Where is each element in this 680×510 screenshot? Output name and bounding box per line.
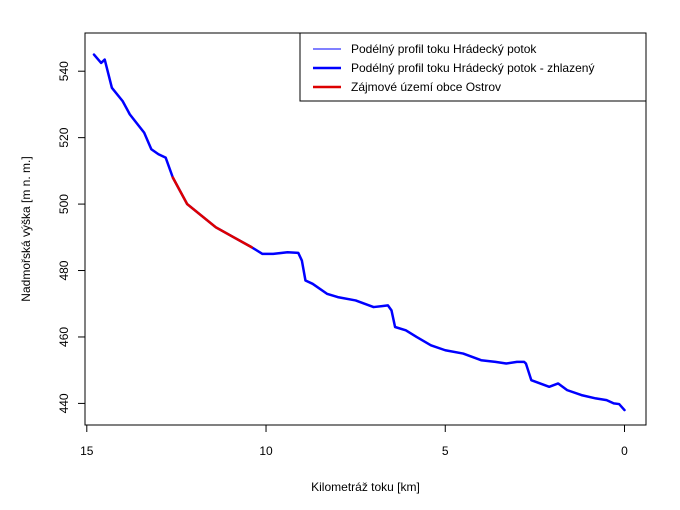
- y-tick-label: 500: [57, 194, 71, 214]
- x-axis: 15 10 5 0: [80, 425, 628, 458]
- series-layer: [92, 53, 626, 412]
- x-tick-label: 15: [80, 444, 94, 458]
- x-tick-label: 0: [621, 444, 628, 458]
- legend-label-2: Zájmové území obce Ostrov: [351, 80, 501, 94]
- y-tick-label: 440: [57, 393, 71, 413]
- series-line-1: [92, 53, 626, 412]
- y-tick-label: 520: [57, 127, 71, 147]
- y-tick-label: 460: [57, 327, 71, 347]
- legend: Podélný profil toku Hrádecký potok Podéln…: [299, 32, 647, 102]
- x-tick-label: 10: [259, 444, 273, 458]
- series-line-0: [93, 54, 625, 411]
- y-tick-label: 480: [57, 260, 71, 280]
- series-line-2: [171, 176, 253, 249]
- y-axis-label: Nadmořská výška [m n. m.]: [19, 156, 33, 301]
- legend-label-0: Podélný profil toku Hrádecký potok: [351, 42, 537, 56]
- y-axis: 440 460 480 500 520 540: [57, 61, 85, 413]
- y-tick-label: 540: [57, 61, 71, 81]
- legend-label-1: Podélný profil toku Hrádecký potok - zhl…: [351, 61, 594, 75]
- x-tick-label: 5: [442, 444, 449, 458]
- legend-box: [299, 32, 647, 102]
- x-axis-label: Kilometráž toku [km]: [311, 480, 420, 494]
